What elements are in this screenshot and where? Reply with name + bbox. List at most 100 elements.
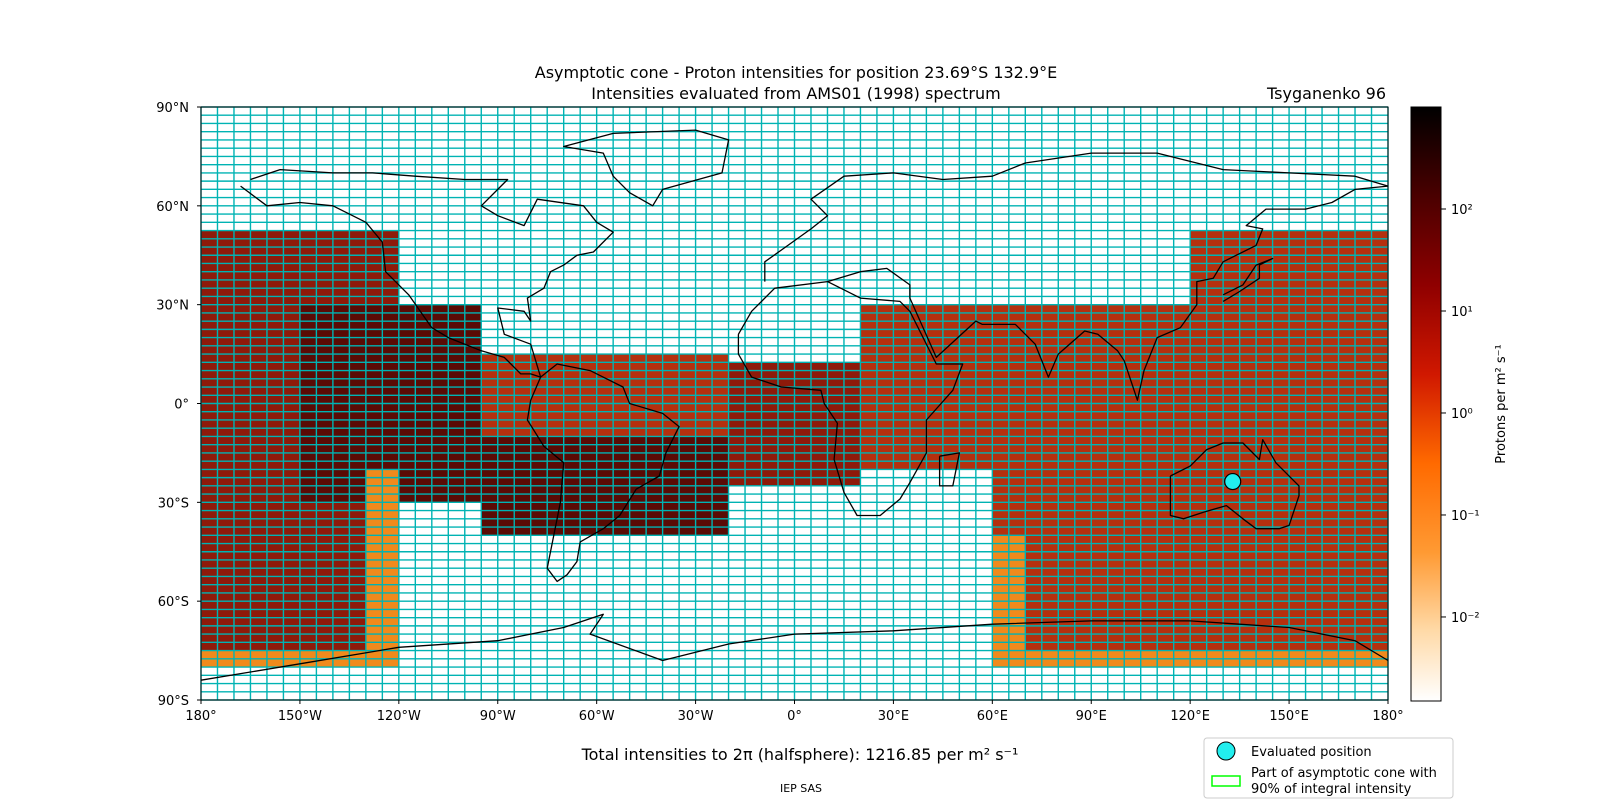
intensity-cell bbox=[1256, 601, 1273, 610]
intensity-cell bbox=[926, 411, 943, 420]
intensity-cell bbox=[464, 428, 482, 437]
intensity-cell bbox=[299, 510, 317, 519]
intensity-cell bbox=[1322, 263, 1339, 272]
intensity-cell bbox=[1173, 609, 1191, 618]
intensity-cell bbox=[1322, 370, 1339, 379]
intensity-cell bbox=[332, 477, 350, 486]
intensity-cell bbox=[695, 395, 713, 404]
intensity-cell bbox=[316, 444, 333, 453]
intensity-cell bbox=[1058, 518, 1075, 528]
intensity-cell bbox=[1256, 477, 1273, 486]
intensity-cell bbox=[1041, 469, 1059, 478]
intensity-cell bbox=[613, 362, 630, 371]
intensity-cell bbox=[1173, 625, 1191, 635]
intensity-cell bbox=[497, 485, 515, 495]
intensity-cell bbox=[1272, 510, 1290, 519]
intensity-cell bbox=[893, 428, 910, 437]
intensity-cell bbox=[1371, 502, 1388, 511]
intensity-cell bbox=[382, 288, 399, 297]
intensity-cell bbox=[1124, 551, 1141, 560]
intensity-cell bbox=[1157, 658, 1174, 668]
intensity-cell bbox=[1239, 263, 1257, 272]
intensity-cell bbox=[481, 428, 498, 437]
intensity-cell bbox=[299, 609, 317, 618]
intensity-cell bbox=[1289, 337, 1306, 346]
intensity-cell bbox=[1338, 601, 1356, 610]
intensity-cell bbox=[299, 477, 317, 486]
intensity-cell bbox=[1058, 428, 1075, 437]
intensity-cell bbox=[316, 584, 333, 593]
intensity-cell bbox=[250, 411, 267, 420]
intensity-cell bbox=[316, 658, 333, 668]
intensity-cell bbox=[712, 370, 729, 379]
intensity-cell bbox=[415, 436, 432, 445]
intensity-cell bbox=[1173, 419, 1191, 429]
intensity-cell bbox=[1322, 411, 1339, 420]
intensity-cell bbox=[1272, 321, 1290, 330]
intensity-cell bbox=[1322, 345, 1339, 355]
intensity-cell bbox=[745, 436, 762, 445]
intensity-cell bbox=[1173, 403, 1191, 412]
intensity-cell bbox=[909, 370, 927, 379]
intensity-cell bbox=[1256, 452, 1273, 462]
intensity-cell bbox=[1256, 345, 1273, 355]
intensity-cell bbox=[1305, 238, 1323, 248]
intensity-cell bbox=[1074, 592, 1092, 602]
intensity-cell bbox=[1058, 658, 1075, 668]
intensity-cell bbox=[1058, 527, 1075, 536]
intensity-cell bbox=[1091, 436, 1108, 445]
intensity-cell bbox=[992, 494, 1009, 503]
intensity-cell bbox=[530, 469, 548, 478]
y-tick-label: 0° bbox=[174, 398, 189, 413]
intensity-cell bbox=[497, 387, 515, 396]
antarctica-coast bbox=[200, 613, 1389, 681]
intensity-cell bbox=[201, 337, 218, 346]
intensity-cell bbox=[1157, 494, 1174, 503]
intensity-cell bbox=[382, 510, 399, 519]
intensity-cell bbox=[201, 461, 218, 470]
intensity-cell bbox=[810, 469, 828, 478]
intensity-cell bbox=[382, 543, 399, 552]
intensity-cell bbox=[1289, 378, 1306, 388]
intensity-cell bbox=[1140, 625, 1158, 635]
intensity-cell bbox=[448, 362, 465, 371]
intensity-cell bbox=[1190, 255, 1207, 264]
intensity-cell bbox=[1008, 592, 1026, 602]
intensity-cell bbox=[1322, 238, 1339, 248]
intensity-cell bbox=[349, 485, 366, 495]
intensity-cell bbox=[992, 395, 1009, 404]
intensity-cell bbox=[1157, 304, 1174, 313]
intensity-cell bbox=[1140, 485, 1158, 495]
intensity-cell bbox=[382, 362, 399, 371]
intensity-cell bbox=[1355, 469, 1372, 478]
intensity-cell bbox=[1206, 592, 1224, 602]
intensity-cell bbox=[893, 321, 910, 330]
intensity-cell bbox=[332, 452, 350, 462]
intensity-cell bbox=[201, 502, 218, 511]
intensity-cells bbox=[201, 230, 1388, 668]
intensity-cell bbox=[1371, 625, 1388, 635]
intensity-cell bbox=[1091, 485, 1108, 495]
intensity-cell bbox=[299, 345, 317, 355]
intensity-cell bbox=[1091, 444, 1108, 453]
intensity-cell bbox=[959, 312, 976, 322]
intensity-cell bbox=[266, 296, 284, 305]
intensity-cell bbox=[1338, 444, 1356, 453]
intensity-cell bbox=[1058, 403, 1075, 412]
intensity-cell bbox=[1124, 634, 1141, 643]
intensity-cell bbox=[1322, 428, 1339, 437]
intensity-cell bbox=[1355, 518, 1372, 528]
intensity-cell bbox=[201, 485, 218, 495]
intensity-cell bbox=[1173, 502, 1191, 511]
intensity-cell bbox=[382, 551, 399, 560]
intensity-cell bbox=[332, 354, 350, 363]
intensity-cell bbox=[217, 337, 234, 346]
intensity-cell bbox=[1239, 527, 1257, 536]
intensity-cell bbox=[1322, 288, 1339, 297]
intensity-cell bbox=[201, 494, 218, 503]
intensity-cell bbox=[1008, 510, 1026, 519]
intensity-cell bbox=[1124, 312, 1141, 322]
intensity-cell bbox=[712, 502, 729, 511]
intensity-cell bbox=[497, 452, 515, 462]
intensity-cell bbox=[646, 510, 663, 519]
